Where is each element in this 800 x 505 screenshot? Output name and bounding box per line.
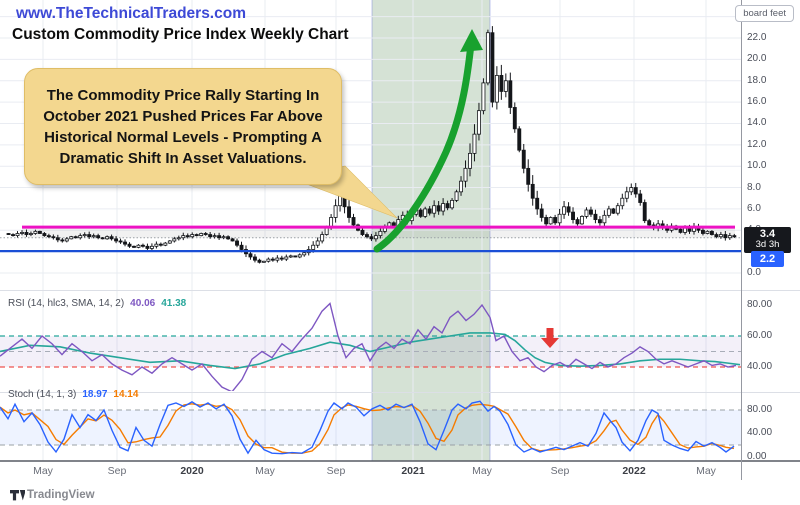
time-label[interactable]: 2022 bbox=[622, 465, 646, 477]
price-tick: 6.0 bbox=[747, 202, 761, 214]
stoch-k-value: 18.97 bbox=[82, 389, 108, 400]
rsi-sma-value: 41.38 bbox=[161, 298, 187, 309]
last-price-badge: 3.4 3d 3h bbox=[744, 227, 791, 253]
bar-countdown: 3d 3h bbox=[755, 239, 780, 250]
price-tick: 10.0 bbox=[747, 160, 767, 172]
stoch-d-line bbox=[0, 403, 735, 454]
time-label[interactable]: May bbox=[696, 465, 716, 477]
stoch-indicator-label[interactable]: Stoch (14, 1, 3) 18.97 14.14 bbox=[8, 389, 138, 400]
rsi-indicator-label[interactable]: RSI (14, hlc3, SMA, 14, 2) 40.06 41.38 bbox=[8, 298, 186, 309]
annotation-text: The Commodity Price Rally Starting In Oc… bbox=[43, 86, 323, 167]
rsi-pane bbox=[0, 302, 741, 391]
price-tick: 0.0 bbox=[747, 267, 761, 278]
unit-chip[interactable]: board feet bbox=[735, 5, 794, 22]
rsi-tick: 80.00 bbox=[747, 299, 773, 310]
rsi-tick: 40.00 bbox=[747, 361, 773, 372]
time-label[interactable]: May bbox=[255, 465, 275, 477]
time-label[interactable]: May bbox=[33, 465, 53, 477]
time-label[interactable]: Sep bbox=[550, 465, 570, 477]
last-price-value: 3.4 bbox=[759, 228, 776, 240]
tradingview-logo-icon[interactable] bbox=[9, 488, 25, 502]
stoch-d-value: 14.14 bbox=[113, 389, 139, 400]
red-down-arrow bbox=[541, 328, 559, 348]
stoch-label-text: Stoch (14, 1, 3) bbox=[8, 389, 77, 400]
price-tick: 16.0 bbox=[747, 96, 767, 108]
price-tick: 22.0 bbox=[747, 32, 767, 44]
price-tick: 20.0 bbox=[747, 53, 767, 65]
stoch-tick: 80.00 bbox=[747, 404, 773, 415]
time-label[interactable]: 2021 bbox=[401, 465, 425, 477]
time-label[interactable]: Sep bbox=[107, 465, 127, 477]
time-label[interactable]: Sep bbox=[326, 465, 346, 477]
price-tick: 12.0 bbox=[747, 138, 767, 150]
time-axis-bg[interactable] bbox=[0, 461, 800, 505]
price-tick: 14.0 bbox=[747, 117, 767, 129]
rsi-sma-line bbox=[0, 332, 741, 370]
stoch-tick: 0.00 bbox=[747, 450, 767, 462]
time-label[interactable]: May bbox=[472, 465, 492, 477]
rsi-tick: 60.00 bbox=[747, 330, 773, 341]
alert-level-badge: 2.2 bbox=[751, 251, 784, 267]
rsi-label-text: RSI (14, hlc3, SMA, 14, 2) bbox=[8, 298, 125, 309]
price-tick: 18.0 bbox=[747, 74, 767, 86]
stoch-k-line bbox=[0, 400, 735, 455]
time-label[interactable]: 2020 bbox=[180, 465, 204, 477]
rsi-value: 40.06 bbox=[130, 298, 156, 309]
rsi-line bbox=[0, 302, 737, 391]
stoch-tick: 40.00 bbox=[747, 427, 773, 439]
tradingview-brand[interactable]: TradingView bbox=[27, 489, 95, 501]
annotation-callout: The Commodity Price Rally Starting In Oc… bbox=[24, 68, 342, 185]
page-title: Custom Commodity Price Index Weekly Char… bbox=[12, 26, 349, 43]
rally-arrow bbox=[373, 29, 483, 253]
price-tick: 8.0 bbox=[747, 181, 761, 193]
stoch-pane bbox=[0, 400, 741, 455]
site-url: www.TheTechnicalTraders.com bbox=[16, 5, 246, 22]
